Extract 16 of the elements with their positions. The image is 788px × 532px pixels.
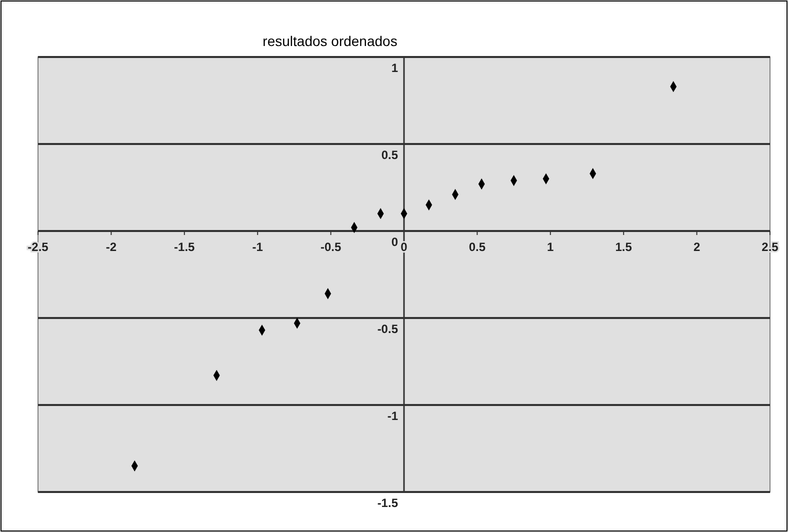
- y-tick-label: -1.5: [377, 496, 398, 510]
- y-tick-label: -0.5: [377, 322, 398, 336]
- x-tick-label: 1.5: [615, 240, 632, 254]
- x-tick-label: -2: [106, 240, 117, 254]
- x-tick-label: 2.5: [762, 240, 779, 254]
- y-tick-label: 0.5: [381, 148, 398, 162]
- x-tick-label: -1.5: [174, 240, 196, 254]
- chart-title: resultados ordenados: [262, 33, 398, 49]
- y-tick-label: -1: [387, 409, 398, 423]
- x-tick-label: 1: [547, 240, 554, 254]
- x-tick-label: -1: [252, 240, 264, 254]
- x-tick-label: 2: [693, 240, 700, 254]
- x-tick-label: 0.5: [468, 240, 486, 254]
- y-tick-label: 1: [391, 61, 398, 75]
- x-tick-label: -2.5: [28, 240, 49, 254]
- x-tick-label: -0.5: [320, 240, 342, 254]
